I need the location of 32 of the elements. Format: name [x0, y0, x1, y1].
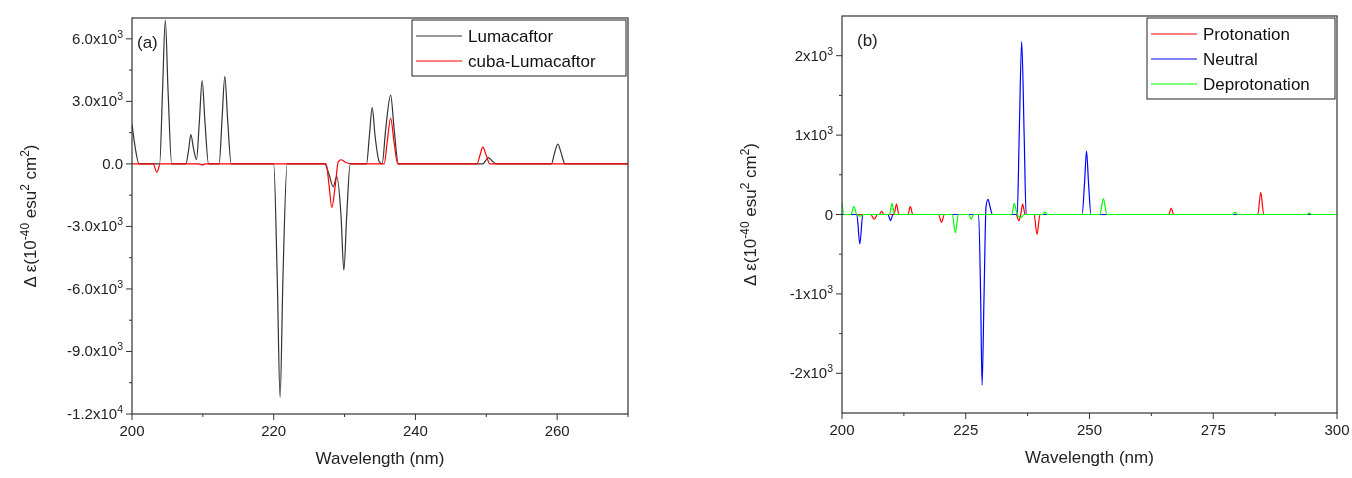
legend-label: Neutral	[1203, 50, 1258, 69]
y-tick-label: 1x10$^{3}$	[794, 124, 834, 144]
x-axis-title: Wavelength (nm)	[1025, 448, 1154, 467]
line-series	[842, 198, 1337, 234]
y-tick-label: 2x10$^{3}$	[794, 44, 834, 64]
legend-label: Lumacaftor	[468, 27, 554, 46]
x-tick-label: 225	[953, 421, 979, 438]
x-tick-label: 275	[1200, 421, 1226, 438]
y-tick-label: 0	[824, 205, 833, 223]
annotation: (b)	[857, 31, 878, 50]
x-tick-label: 240	[402, 422, 428, 439]
legend-label: Deprotonation	[1203, 75, 1310, 94]
y-tick-label: -1.2x10$^{4}$	[67, 403, 124, 422]
x-tick-label: 250	[1076, 421, 1103, 438]
legend-label: Protonation	[1203, 25, 1290, 44]
y-tick-label: -1x10$^{3}$	[789, 282, 834, 302]
annotation: (a)	[137, 33, 158, 52]
x-tick-label: 200	[119, 422, 145, 439]
x-tick-label: 200	[829, 421, 855, 438]
x-axis-title: Wavelength (nm)	[315, 449, 445, 468]
y-tick-label: 6.0x10$^{3}$	[72, 27, 124, 47]
y-tick-label: -2x10$^{3}$	[789, 362, 834, 382]
x-tick-label: 220	[261, 422, 287, 439]
legend-label: cuba-Lumacaftor	[468, 52, 596, 71]
y-tick-label: -3.0x10$^{3}$	[67, 215, 124, 235]
line-series	[132, 117, 628, 209]
y-tick-label: 3.0x10$^{3}$	[72, 90, 124, 110]
y-tick-label: 0.0	[102, 154, 123, 172]
y-tick-label: -9.0x10$^{3}$	[67, 340, 124, 360]
x-tick-label: 300	[1324, 421, 1350, 438]
y-tick-label: -6.0x10$^{3}$	[67, 277, 124, 297]
x-tick-label: 260	[544, 422, 570, 439]
